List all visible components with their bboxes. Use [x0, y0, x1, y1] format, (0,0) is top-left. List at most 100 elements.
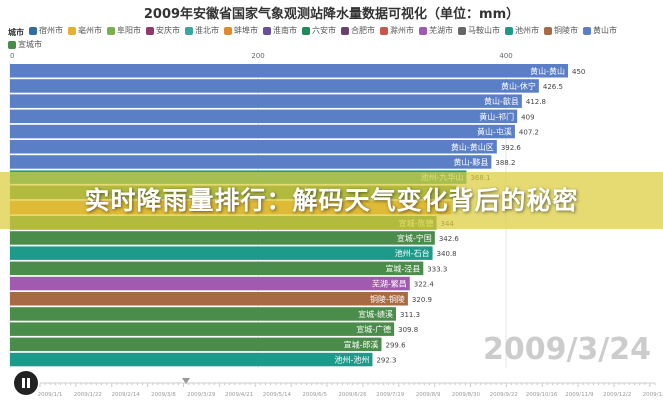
legend-swatch	[224, 27, 232, 35]
legend-label: 铜陵市	[554, 26, 578, 35]
timeline-label: 2009/11/9	[565, 392, 594, 398]
legend-label: 黄山市	[593, 26, 617, 35]
timeline-label: 2009/3/8	[151, 392, 176, 398]
timeline-label: 2009/2/14	[112, 392, 141, 398]
timeline-label: 2009/9/22	[490, 392, 518, 398]
bar	[10, 246, 433, 260]
legend-swatch	[583, 27, 591, 35]
bar	[10, 261, 424, 276]
legend-label: 蚌埠市	[234, 26, 258, 35]
timeline-label: 2009/8/30	[452, 392, 481, 398]
bar-value: 426.5	[543, 83, 563, 91]
current-date: 2009/3/24	[482, 332, 651, 367]
legend-label: 合肥市	[351, 26, 375, 35]
legend-item[interactable]: 六安市	[302, 25, 336, 37]
bar-label: 宣城-绩溪	[358, 309, 393, 319]
bar-value: 392.6	[501, 144, 522, 152]
legend-label: 芜湖市	[429, 26, 453, 35]
bar-label: 宣城-泾县	[385, 263, 420, 273]
bar-label: 池州-石台	[395, 248, 430, 258]
legend-item[interactable]: 宿州市	[29, 25, 63, 37]
legend-label: 宣城市	[18, 40, 42, 49]
legend-item[interactable]: 池州市	[505, 25, 539, 37]
x-tick-label: 400	[499, 52, 512, 60]
bar	[10, 94, 522, 108]
bar-label: 黄山-休宁	[501, 81, 536, 91]
legend-item[interactable]: 淮北市	[185, 25, 219, 37]
bar-value: 388.2	[495, 159, 515, 167]
legend-label: 安庆市	[156, 26, 180, 35]
legend: 城市 宿州市 亳州市 阜阳市 安庆市 淮北市 蚌埠市 淮南市 六安市 合肥市 滁州市 芜湖市 马鞍山市 池…	[8, 25, 628, 53]
bar	[10, 124, 515, 139]
bar-value: 407.2	[519, 129, 539, 137]
bar	[10, 109, 518, 124]
bar-label: 黄山-黄山	[530, 66, 565, 76]
timeline-label: 2009/7/19	[376, 392, 405, 398]
bar-value: 333.3	[427, 265, 447, 273]
legend-item[interactable]: 马鞍山市	[458, 25, 500, 37]
bar-value: 342.6	[439, 235, 460, 243]
legend-item[interactable]: 铜陵市	[544, 25, 578, 37]
x-tick-label: 0	[10, 52, 14, 60]
legend-item[interactable]: 合肥市	[341, 25, 375, 37]
legend-item[interactable]: 芜湖市	[419, 25, 453, 37]
legend-swatch	[380, 27, 388, 35]
timeline-label: 2009/6/26	[338, 392, 367, 398]
legend-item[interactable]: 淮南市	[263, 25, 297, 37]
bar	[10, 337, 382, 352]
bar	[10, 231, 435, 245]
timeline-label: 2009/5/14	[263, 392, 292, 398]
bar	[10, 352, 373, 367]
legend-swatch	[419, 27, 427, 35]
legend-label: 池州市	[515, 26, 539, 35]
bar-label: 黄山-黟县	[453, 157, 488, 167]
legend-item[interactable]: 蚌埠市	[224, 25, 258, 37]
pause-button[interactable]	[14, 371, 38, 395]
bar-label: 黄山-屯溪	[477, 127, 512, 137]
legend-swatch	[107, 27, 115, 35]
bar-label: 芜湖-繁昌	[372, 279, 407, 289]
legend-swatch	[263, 27, 271, 35]
bar-value: 409	[521, 113, 534, 121]
banner-overlay	[0, 172, 663, 229]
legend-label: 宿州市	[39, 26, 63, 35]
bar-value: 450	[572, 68, 585, 76]
legend-item[interactable]: 黄山市	[583, 25, 617, 37]
chart-title: 2009年安徽省国家气象观测站降水量数据可视化（单位：mm）	[143, 7, 520, 22]
timeline-handle[interactable]	[182, 378, 190, 384]
bar	[10, 155, 492, 169]
bar	[10, 276, 410, 291]
bar-value: 299.6	[386, 341, 407, 349]
bar	[10, 307, 397, 321]
bar-label: 黄山-歙县	[484, 96, 519, 106]
bar-value: 320.9	[412, 296, 432, 304]
legend-swatch	[302, 27, 310, 35]
legend-item[interactable]: 亳州市	[68, 25, 102, 37]
legend-swatch	[458, 27, 466, 35]
bar-label: 黄山-祁门	[479, 111, 514, 121]
legend-label: 滁州市	[390, 26, 414, 35]
bar-label: 宣城-郎溪	[344, 339, 379, 349]
legend-item[interactable]: 安庆市	[146, 25, 180, 37]
timeline-label: 2009/1/22	[74, 392, 102, 398]
legend-swatch	[8, 41, 16, 49]
bar	[10, 292, 408, 306]
timeline-label: 2009/10/16	[526, 392, 558, 398]
legend-item[interactable]: 阜阳市	[107, 25, 141, 37]
bar	[10, 322, 395, 336]
legend-swatch	[68, 27, 76, 35]
timeline-label: 2009/4/21	[225, 392, 253, 398]
legend-swatch	[185, 27, 193, 35]
timeline-label: 2009/3/29	[187, 392, 216, 398]
bar	[10, 140, 497, 154]
legend-label: 亳州市	[78, 26, 102, 35]
bar-label: 宣城-宁国	[397, 233, 432, 243]
legend-label: 六安市	[312, 26, 336, 35]
legend-swatch	[29, 27, 37, 35]
legend-item[interactable]: 宣城市	[8, 39, 42, 51]
bar-value: 311.3	[400, 311, 420, 319]
legend-item[interactable]: 滁州市	[380, 25, 414, 37]
bar-label: 宣城-广德	[356, 324, 391, 334]
legend-label: 淮北市	[195, 26, 219, 35]
legend-label: 马鞍山市	[468, 26, 500, 35]
